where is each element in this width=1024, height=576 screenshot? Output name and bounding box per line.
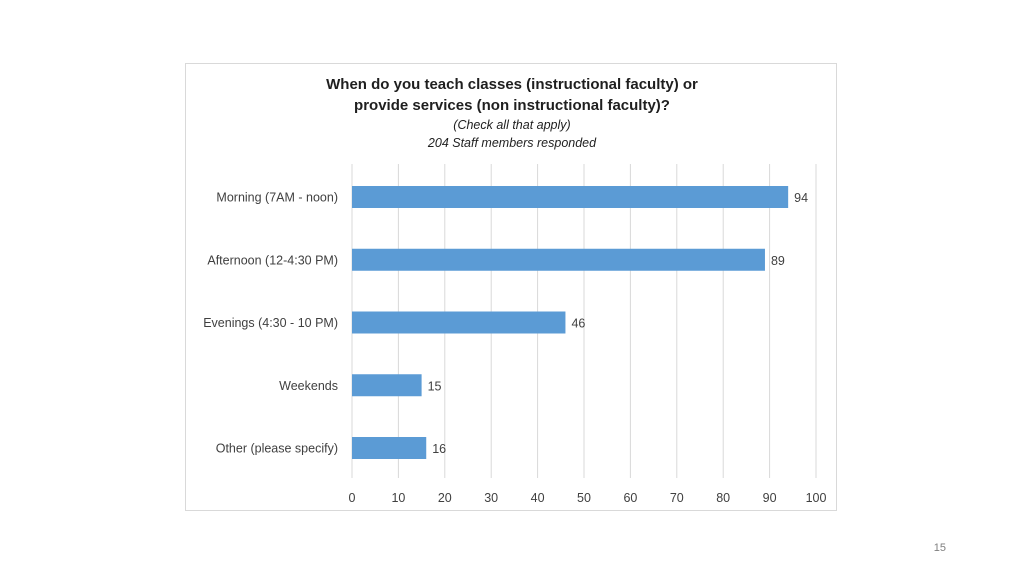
x-tick-label: 40 [531, 491, 545, 505]
x-tick-label: 90 [763, 491, 777, 505]
x-tick-label: 30 [484, 491, 498, 505]
x-tick-label: 70 [670, 491, 684, 505]
bar [352, 311, 566, 334]
bar [352, 186, 789, 208]
chart-title-line-1: When do you teach classes (instructional… [326, 76, 698, 93]
x-tick-label: 10 [391, 491, 405, 505]
bar [352, 437, 427, 459]
category-label: Weekends [279, 379, 338, 393]
x-tick-label: 80 [716, 491, 730, 505]
data-label: 16 [432, 442, 446, 456]
data-label: 94 [794, 191, 808, 205]
bar [352, 248, 765, 271]
bar [352, 374, 422, 397]
data-label: 46 [571, 317, 585, 331]
x-tick-label: 50 [577, 491, 591, 505]
x-tick-label: 0 [349, 491, 356, 505]
data-label: 15 [428, 379, 442, 393]
chart-title-line-2: provide services (non instructional facu… [354, 97, 670, 114]
chart-title-block: When do you teach classes (instructional… [186, 74, 838, 152]
category-label: Morning (7AM - noon) [216, 191, 338, 205]
category-label: Evenings (4:30 - 10 PM) [203, 316, 338, 330]
data-label: 89 [771, 254, 785, 268]
x-tick-label: 100 [806, 491, 827, 505]
chart-subtitle-line-2: 204 Staff members responded [427, 136, 597, 150]
category-label: Afternoon (12-4:30 PM) [207, 253, 338, 267]
chart-frame: When do you teach classes (instructional… [185, 63, 837, 511]
category-label: Other (please specify) [216, 442, 338, 456]
bar-chart-plot: 0 10 20 30 40 50 60 70 80 90 100 Morning (7AM - noo… [203, 164, 827, 505]
x-tick-label: 20 [438, 491, 452, 505]
x-tick-label: 60 [623, 491, 637, 505]
chart-subtitle-line-1: (Check all that apply) [453, 118, 571, 132]
page-number: 15 [933, 542, 946, 554]
